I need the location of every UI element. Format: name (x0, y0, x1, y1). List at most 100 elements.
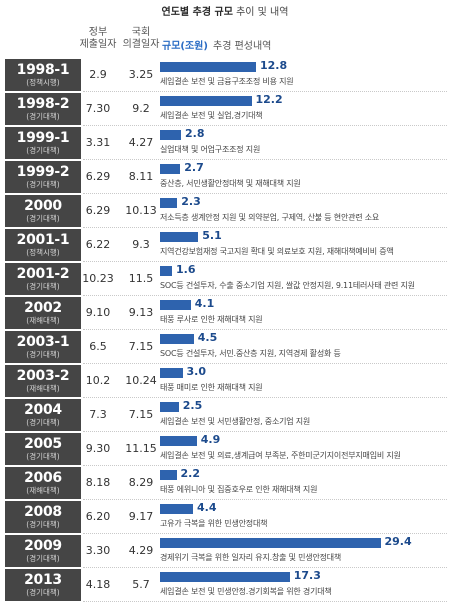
period-label: 2009 (24, 538, 62, 554)
approved-date: 9.3 (132, 238, 150, 251)
approved-date: 9.2 (132, 102, 150, 115)
submitted-date: 9.10 (85, 306, 111, 319)
data-row: 2000 (경기대책) 6.29 10.13 2.3 저소득층 생계안정 지원 및 의약분… (0, 194, 450, 228)
size-bar (160, 198, 178, 208)
period-type-label: (경기대책) (26, 554, 60, 563)
size-value-label: 2.3 (181, 195, 201, 208)
chart-title: 연도별 추경 규모 추이 및 내역 (0, 2, 450, 23)
period-label: 2003-1 (16, 334, 70, 350)
submitted-date: 2.9 (89, 68, 107, 81)
size-value-label: 4.4 (197, 501, 217, 514)
period-box: 2000 (경기대책) (5, 195, 81, 227)
header-submitted-line1: 정부 (88, 27, 108, 38)
size-bar (160, 436, 197, 446)
row-divider (83, 499, 447, 500)
budget-details: 실업대책 및 어업구조조정 지원 (160, 145, 261, 154)
period-label: 1998-2 (16, 96, 70, 112)
approved-date: 4.27 (128, 136, 154, 149)
data-row: 1998-2 (경기대책) 7.30 9.2 12.2 세입결손 보전 및 실업,경기대책 (0, 92, 450, 126)
submitted-date: 10.23 (82, 272, 114, 285)
size-value-label: 4.1 (194, 297, 215, 310)
period-box: 1998-2 (경기대책) (5, 93, 81, 125)
size-bar (160, 62, 256, 72)
header-submitted-line2: 제출일자 (79, 39, 117, 50)
title-rest: 추이 및 내역 (236, 7, 289, 18)
row-divider (83, 533, 447, 534)
size-value-label: 2.8 (185, 127, 205, 140)
size-bar (160, 572, 290, 582)
submitted-date: 6.29 (85, 204, 111, 217)
row-divider (83, 601, 447, 602)
period-box: 2004 (경기대책) (5, 399, 81, 431)
row-divider (83, 227, 447, 228)
submitted-date: 10.2 (85, 374, 111, 387)
period-type-label: (정책시행) (26, 248, 60, 257)
size-bar (160, 266, 172, 276)
data-row: 2001-2 (경기대책) 10.23 11.5 1.6 SOC등 건설투자, 수출 중소… (0, 262, 450, 296)
budget-details: 경제위기 극복을 위한 일자리 유지.창출 및 민생안정대책 (160, 553, 342, 562)
size-bar (160, 504, 193, 514)
header-assembly-approval-date: 국회 의결일자 (118, 27, 164, 51)
approved-date: 11.15 (125, 442, 157, 455)
budget-details: 지역건강보험재정 국고지원 확대 및 의료보호 지원, 재해대책예비비 증액 (160, 247, 394, 256)
approved-date: 11.5 (128, 272, 154, 285)
size-value-label: 12.2 (255, 93, 283, 106)
data-row: 1999-2 (경기대책) 6.29 8.11 2.7 중산층, 서민생활안정대책 및 재… (0, 160, 450, 194)
header-budget-details: 추경 편성내역 (213, 41, 272, 52)
size-bar (160, 164, 181, 174)
period-box: 2003-1 (경기대책) (5, 331, 81, 363)
period-label: 2003-2 (16, 368, 70, 384)
size-value-label: 5.1 (202, 229, 222, 242)
header-size: 규모(조원) (162, 41, 208, 52)
approved-date: 9.17 (128, 510, 154, 523)
period-label: 2004 (24, 402, 62, 418)
period-box: 2005 (경기대책) (5, 433, 81, 465)
data-row: 2006 (재해대책) 8.18 8.29 2.2 태풍 에위니아 및 집중호우로 인한 … (0, 466, 450, 500)
budget-details: 태풍 에위니아 및 집중호우로 인한 재해대책 지원 (160, 485, 318, 494)
data-row: 2005 (경기대책) 9.30 11.15 4.9 세입결손 보전 및 의료,생계급여 … (0, 432, 450, 466)
size-value-label: 2.5 (182, 399, 203, 412)
submitted-date: 6.5 (89, 340, 107, 353)
row-divider (83, 567, 447, 568)
data-row: 2009 (경기대책) 3.30 4.29 29.4 경제위기 극복을 위한 일자리 유지… (0, 534, 450, 568)
budget-details: 세입결손 보전 및 민생안정.경기회복을 위한 경기대책 (160, 587, 332, 596)
submitted-date: 9.30 (85, 442, 111, 455)
period-label: 2013 (24, 572, 62, 588)
data-row: 2002 (재해대책) 9.10 9.13 4.1 태풍 루사로 인한 재해대책 지원 (0, 296, 450, 330)
period-label: 2006 (24, 470, 62, 486)
approved-date: 8.29 (128, 476, 154, 489)
budget-details: 태풍 루사로 인한 재해대책 지원 (160, 315, 263, 324)
period-box: 1999-1 (경기대책) (5, 127, 81, 159)
period-box: 2009 (경기대책) (5, 535, 81, 567)
approved-date: 10.24 (125, 374, 157, 387)
header-approved-line2: 의결일자 (122, 39, 160, 50)
submitted-date: 6.22 (85, 238, 111, 251)
period-label: 1998-1 (16, 62, 70, 78)
header-government-submission-date: 정부 제출일자 (75, 27, 121, 51)
row-divider (83, 397, 447, 398)
period-box: 2001-2 (경기대책) (5, 263, 81, 295)
row-divider (83, 261, 447, 262)
period-type-label: (재해대책) (26, 316, 60, 325)
size-value-label: 3.0 (186, 365, 207, 378)
submitted-date: 7.30 (85, 102, 111, 115)
size-bar (160, 368, 183, 378)
period-type-label: (경기대책) (26, 282, 60, 291)
size-bar (160, 130, 181, 140)
data-row: 2013 (경기대책) 4.18 5.7 17.3 세입결손 보전 및 민생안정.경기회복… (0, 568, 450, 602)
period-type-label: (경기대책) (26, 350, 60, 359)
title-emphasis: 연도별 추경 규모 (161, 7, 233, 18)
period-box: 2008 (경기대책) (5, 501, 81, 533)
row-divider (83, 363, 447, 364)
chart-rows: 1998-1 (정책시행) 2.9 3.25 12.8 세입결손 보전 및 금융구조조정 … (0, 58, 450, 603)
budget-details: 세입결손 보전 및 의료,생계급여 부족분, 주한미군기지이전부지매입비 지원 (160, 451, 401, 460)
approved-date: 4.29 (128, 544, 154, 557)
size-value-label: 29.4 (384, 535, 412, 548)
approved-date: 7.15 (128, 340, 154, 353)
size-value-label: 4.5 (197, 331, 218, 344)
period-label: 2002 (24, 300, 62, 316)
size-bar (160, 232, 199, 242)
submitted-date: 3.30 (85, 544, 111, 557)
budget-details: 태풍 매미로 인한 재해대책 지원 (160, 383, 263, 392)
